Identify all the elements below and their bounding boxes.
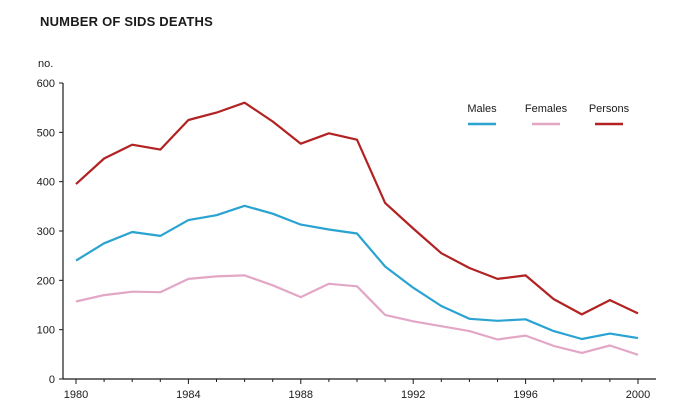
series-line-females (75, 274, 639, 356)
y-tick-label: 0 (49, 374, 55, 386)
x-axis-ticks: 1980 1984 1988 1992 1996 2000 (64, 379, 650, 401)
series-line-males (75, 204, 639, 341)
x-tick-label: 1996 (513, 389, 537, 401)
y-tick-label: 400 (37, 177, 55, 189)
y-tick-label: 500 (37, 127, 55, 139)
legend-label-persons: Persons (589, 103, 630, 115)
legend-label-males: Males (467, 103, 497, 115)
x-tick-label: 2000 (626, 389, 650, 401)
legend: Males Females Persons (467, 103, 630, 126)
series-line-persons (75, 101, 639, 316)
series-lines (75, 101, 639, 356)
chart-title: NUMBER OF SIDS DEATHS (40, 14, 213, 29)
x-tick-label: 1992 (401, 389, 425, 401)
y-tick-label: 100 (37, 325, 55, 337)
x-tick-label: 1984 (176, 389, 200, 401)
y-tick-label: 200 (37, 275, 55, 287)
y-axis-unit-label: no. (38, 58, 53, 70)
y-axis-ticks: 0 100 200 300 400 500 600 (37, 78, 63, 386)
y-tick-label: 600 (37, 78, 55, 90)
y-tick-label: 300 (37, 226, 55, 238)
x-tick-label: 1988 (289, 389, 313, 401)
legend-label-females: Females (525, 103, 568, 115)
x-tick-label: 1980 (64, 389, 88, 401)
